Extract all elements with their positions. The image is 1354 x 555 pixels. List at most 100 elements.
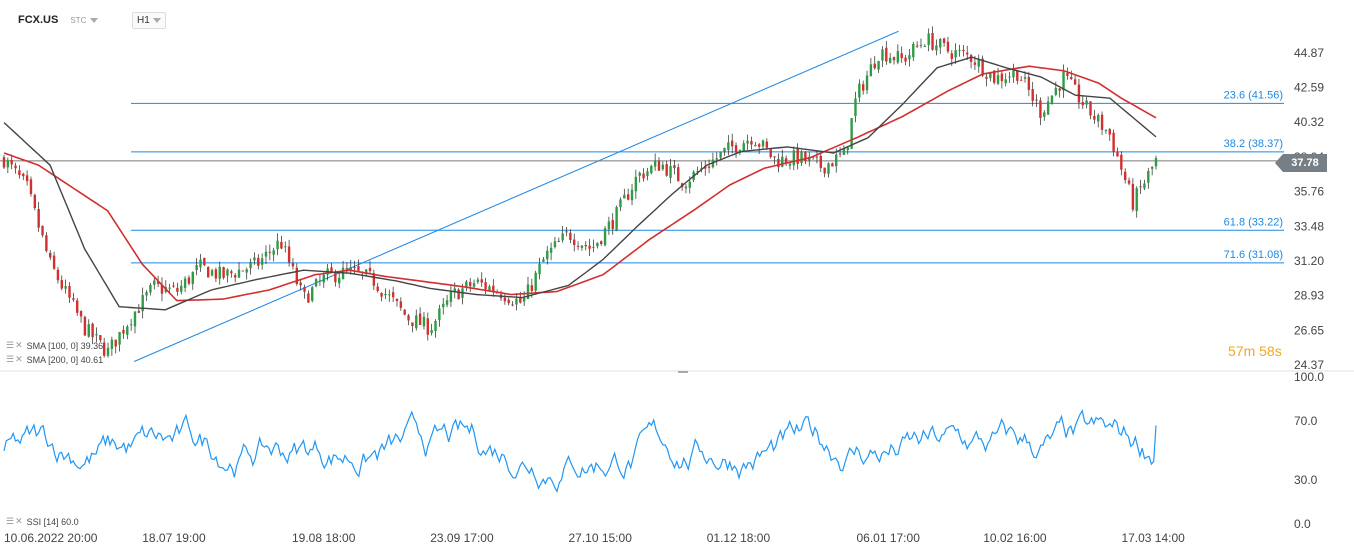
candle-body [1035, 99, 1038, 101]
candle-body [734, 145, 738, 153]
candle-body [380, 292, 383, 297]
candle-body [908, 55, 911, 60]
y-tick-label: 24.37 [1294, 358, 1324, 372]
candle-body [530, 285, 534, 291]
x-tick-label: 10.06.2022 20:00 [4, 531, 98, 545]
ssi-line [3, 409, 1157, 493]
candle-body [765, 141, 769, 148]
osc-y-tick-label: 100.0 [1294, 370, 1324, 384]
candle-body [553, 241, 557, 248]
candle-body [295, 267, 299, 285]
candle-body [1046, 101, 1050, 115]
candle-body [95, 334, 98, 336]
y-tick-label: 33.48 [1294, 219, 1324, 233]
candle-body [153, 280, 156, 285]
candle-body [87, 324, 90, 337]
candle-body [939, 39, 942, 48]
candle-body [37, 208, 40, 228]
candle-body [106, 347, 110, 356]
candle-body [191, 271, 194, 284]
candle-body [888, 57, 892, 63]
symbol-name[interactable]: FCX.US [18, 14, 59, 26]
candle-body [1116, 151, 1119, 157]
candle-body [819, 155, 823, 168]
candle-body [110, 339, 114, 350]
candle-body [935, 45, 938, 51]
candle-body [989, 72, 992, 79]
candle-body [253, 257, 256, 261]
candle-body [665, 164, 668, 176]
candle-body [896, 51, 900, 63]
sma200-legend[interactable]: ☰✕ SMA [200, 0] 40.61 [6, 354, 103, 365]
candle-body [488, 286, 491, 291]
candle-body [245, 269, 248, 273]
candle-body [611, 220, 614, 229]
candle-body [977, 59, 980, 67]
candle-body [1054, 87, 1058, 95]
display-type-label: STC [70, 15, 87, 25]
candle-body [314, 279, 318, 287]
candle-body [985, 76, 988, 79]
sma200-label: SMA [200, 0] 40.61 [26, 354, 104, 365]
candle-body [222, 267, 225, 278]
candle-body [1066, 73, 1069, 76]
timeframe-selector[interactable]: H1 [132, 12, 166, 29]
candle-body [445, 300, 449, 305]
candle-body [388, 294, 391, 296]
candle-body [661, 164, 665, 170]
candle-body [187, 277, 191, 284]
candle-body [719, 151, 722, 158]
candle-body [1031, 89, 1034, 101]
settings-close-icon[interactable]: ☰✕ [6, 354, 24, 364]
candle-body [83, 316, 87, 336]
candle-body [64, 286, 67, 289]
candle-body [334, 271, 337, 283]
fib-level-label: 23.6 (41.56) [1224, 89, 1283, 101]
candle-body [973, 62, 977, 65]
candle-body [815, 156, 819, 158]
candle-body [850, 118, 853, 149]
candle-body [449, 291, 453, 302]
candle-body [33, 194, 37, 209]
candle-body [838, 153, 842, 155]
candle-body [750, 140, 753, 145]
ssi-legend[interactable]: ☰✕ SSI [14] 60.0 [6, 516, 79, 527]
candle-body [538, 263, 541, 275]
candle-body [45, 235, 48, 251]
chevron-down-icon [90, 17, 99, 23]
sma100-legend[interactable]: ☰✕ SMA [100, 0] 39.36 [6, 340, 103, 351]
candle-body [384, 293, 387, 296]
candle-body [214, 269, 218, 279]
candle-body [330, 267, 333, 272]
candle-body [1027, 76, 1031, 90]
candle-body [272, 250, 275, 255]
candle-body [542, 259, 545, 262]
candle-body [287, 246, 291, 263]
candle-body [357, 266, 360, 271]
candle-body [79, 311, 83, 317]
candle-body [511, 304, 514, 306]
candle-body [345, 268, 349, 270]
settings-close-icon[interactable]: ☰✕ [6, 516, 24, 526]
candle-body [1139, 186, 1142, 188]
candle-body [565, 231, 568, 233]
candle-body [761, 140, 765, 147]
candle-body [784, 158, 788, 164]
display-type-selector[interactable]: STC [70, 15, 99, 25]
candle-body [114, 339, 117, 347]
candle-body [210, 270, 214, 276]
candle-body [303, 287, 306, 292]
candle-body [1012, 70, 1015, 78]
candle-body [149, 284, 152, 293]
candle-body [923, 46, 927, 48]
candle-body [364, 269, 368, 275]
candle-body [950, 53, 953, 59]
settings-close-icon[interactable]: ☰✕ [6, 340, 24, 350]
candle-body [411, 322, 414, 327]
candle-body [534, 272, 537, 291]
candle-body [492, 285, 495, 292]
candle-body [372, 273, 376, 286]
candle-body [18, 170, 21, 176]
candle-body [677, 167, 680, 182]
